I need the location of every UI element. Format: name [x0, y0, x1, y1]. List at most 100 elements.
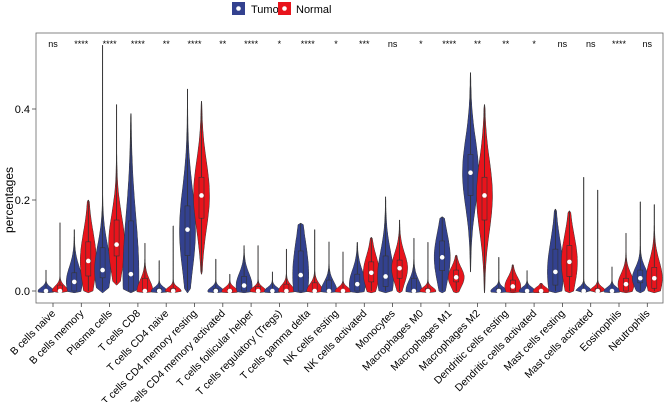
significance-label: ns: [643, 39, 653, 49]
median-point: [411, 288, 417, 294]
median-point: [326, 288, 332, 294]
violin-normal: [504, 264, 522, 294]
violin-tumor: [264, 271, 281, 294]
violin-tumor: [433, 216, 451, 294]
violin-tumor: [518, 270, 536, 294]
median-point: [270, 288, 275, 294]
y-tick-label: 0.2: [15, 195, 30, 207]
median-point: [468, 170, 473, 175]
violin-normal: [221, 273, 239, 294]
violin-tumor: [122, 113, 140, 294]
median-point: [482, 193, 487, 198]
violin-normal: [589, 189, 607, 294]
median-point: [383, 274, 388, 279]
violin-normal: [108, 104, 125, 286]
violin-tumor: [66, 229, 83, 294]
violin-normal: [136, 242, 154, 294]
median-point: [100, 267, 105, 273]
box: [382, 255, 389, 287]
median-point: [86, 258, 91, 264]
median-point: [638, 275, 643, 281]
median-point: [652, 275, 657, 281]
violin-tumor: [405, 237, 423, 294]
violin-normal: [249, 245, 267, 294]
median-point: [553, 269, 558, 275]
significance-label: ns: [48, 39, 58, 49]
significance-label: ****: [131, 39, 146, 49]
violin-tumor: [179, 88, 196, 294]
significance-label: **: [219, 39, 227, 49]
significance-label: ****: [187, 39, 202, 49]
violin-tumor: [94, 45, 111, 294]
significance-label: ****: [442, 39, 457, 49]
box: [99, 247, 106, 279]
violin-normal: [278, 248, 295, 294]
violin-tumor: [235, 245, 253, 294]
median-point: [227, 288, 233, 294]
violin-tumor: [292, 222, 309, 294]
box: [128, 220, 134, 292]
significance-label: ***: [359, 39, 370, 49]
violin-tumor: [349, 242, 366, 294]
significance-labels: ns **** **** **** ** **** ** **** * **** * *** ns * **…: [48, 39, 652, 49]
violin-normal: [306, 229, 323, 294]
y-axis-title: percentages: [2, 167, 16, 233]
violin-normal: [617, 232, 635, 294]
median-point: [355, 281, 360, 287]
median-point: [425, 288, 431, 294]
box: [552, 248, 559, 286]
violin-tumor: [377, 196, 394, 294]
significance-label: ****: [74, 39, 89, 49]
box: [113, 219, 120, 257]
median-point: [581, 288, 586, 294]
median-point: [298, 272, 304, 278]
significance-label: ****: [301, 39, 316, 49]
violin-tumor: [150, 260, 168, 294]
violin-tumor: [207, 258, 225, 294]
median-point: [496, 288, 502, 294]
significance-label: **: [474, 39, 482, 49]
median-point: [312, 288, 318, 294]
median-point: [255, 288, 261, 294]
significance-label: **: [502, 39, 510, 49]
significance-label: ****: [244, 39, 259, 49]
median-point: [510, 284, 516, 289]
violin-normal: [447, 254, 465, 294]
violin-normal: [532, 283, 550, 294]
violin-tumor: [37, 269, 55, 294]
significance-label: ns: [558, 39, 568, 49]
violin-normal: [561, 210, 578, 294]
median-point: [623, 281, 629, 287]
median-point: [199, 193, 204, 198]
significance-label: *: [334, 39, 338, 49]
violin-normal: [51, 222, 69, 294]
violin-normal: [646, 204, 663, 294]
median-point: [142, 288, 148, 294]
median-point: [57, 288, 63, 294]
violin-normal: [476, 104, 493, 294]
median-point: [114, 242, 119, 247]
significance-label: *: [419, 39, 423, 49]
violin-tumor: [603, 266, 621, 294]
median-point: [156, 288, 162, 294]
median-point: [241, 283, 247, 288]
violins: [37, 45, 663, 294]
significance-label: **: [163, 39, 171, 49]
median-point: [340, 288, 346, 294]
median-point: [284, 288, 289, 294]
legend: Tumor Normal: [232, 2, 331, 16]
significance-label: *: [532, 39, 536, 49]
y-tick-label: 0.4: [15, 104, 30, 116]
violin-normal: [391, 219, 408, 294]
violin-normal: [80, 199, 97, 294]
legend-key-normal-dot: [282, 6, 287, 11]
significance-label: ns: [586, 39, 596, 49]
significance-label: ****: [103, 39, 118, 49]
violin-tumor: [575, 177, 593, 294]
legend-label-normal: Normal: [296, 4, 331, 16]
violin-normal: [334, 251, 352, 294]
median-point: [595, 288, 600, 294]
violin-tumor: [462, 72, 479, 273]
